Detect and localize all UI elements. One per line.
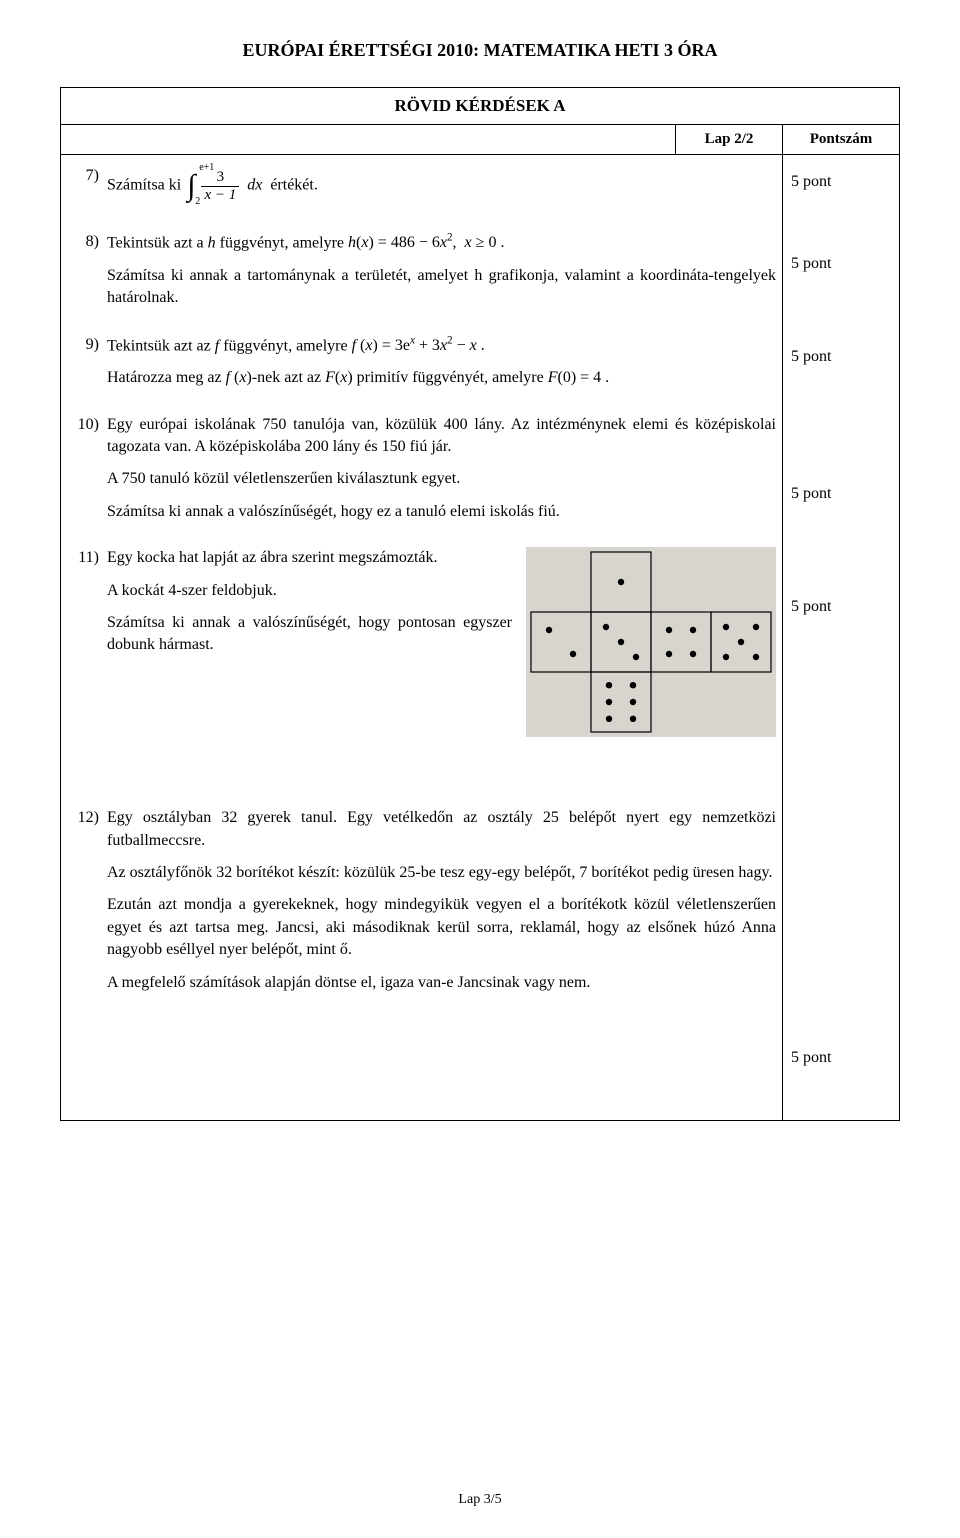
question-11-number: 11): [67, 547, 107, 569]
q12-line4: A megfelelő számítások alapján döntse el…: [107, 972, 776, 994]
question-9: 9) Tekintsük azt az f függvényt, amelyre…: [67, 334, 776, 400]
q11-points: 5 pont: [791, 596, 891, 618]
q9-l1d: f (x) = 3ex + 3x2 − x .: [352, 337, 485, 354]
question-11: 11) Egy kocka hat lapját az ábra szerint…: [67, 547, 776, 737]
section-title: RÖVID KÉRDÉSEK A: [61, 88, 900, 125]
question-10-number: 10): [67, 414, 107, 436]
page-footer: Lap 3/5: [0, 1492, 960, 1508]
question-9-number: 9): [67, 334, 107, 356]
q9-l2c: -nek azt az: [252, 369, 325, 386]
body-row-1: 7) Számítsa ki ∫ e+1 2 3 x − 1: [61, 155, 900, 762]
q9-l2a: Határozza meg az: [107, 369, 226, 386]
question-7: 7) Számítsa ki ∫ e+1 2 3 x − 1: [67, 165, 776, 217]
points-header: Pontszám: [783, 125, 900, 155]
q9-points: 5 pont: [791, 346, 891, 368]
question-7-number: 7): [67, 165, 107, 187]
page: EURÓPAI ÉRETTSÉGI 2010: MATEMATIKA HETI …: [0, 0, 960, 1538]
question-10-body: Egy európai iskolának 750 tanulója van, …: [107, 414, 776, 534]
question-12-number: 12): [67, 807, 107, 829]
integral-upper: e+1: [199, 161, 214, 175]
question-12: 12) Egy osztályban 32 gyerek tanul. Egy …: [67, 807, 776, 1004]
q10-line1: Egy európai iskolának 750 tanulója van, …: [107, 414, 776, 459]
section-title-row: RÖVID KÉRDÉSEK A: [61, 88, 900, 125]
q8-line2: Számítsa ki annak a tartománynak a terül…: [107, 265, 776, 310]
integral-lower: 2: [195, 195, 200, 209]
question-11-body: Egy kocka hat lapját az ábra szerint meg…: [107, 547, 776, 737]
fraction-den: x − 1: [201, 187, 239, 203]
q8-l1c: függvényt, amelyre: [216, 234, 348, 251]
info-spacer: [61, 125, 676, 155]
q9-l1c: függvényt, amelyre: [219, 337, 351, 354]
q10-line3: Számítsa ki annak a valószínűségét, hogy…: [107, 501, 776, 523]
q12-points: 5 pont: [791, 1047, 891, 1069]
q9-l2f: F(0) = 4 .: [548, 369, 609, 386]
q9-l2d: F(x): [325, 369, 353, 386]
question-8-body: Tekintsük azt a h függvényt, amelyre h(x…: [107, 231, 776, 320]
q12-line2: Az osztályfőnök 32 borítékot készít: köz…: [107, 862, 776, 884]
question-10: 10) Egy európai iskolának 750 tanulója v…: [67, 414, 776, 534]
q12-line3: Ezután azt mondja a gyerekeknek, hogy mi…: [107, 894, 776, 961]
q10-points: 5 pont: [791, 483, 891, 505]
q11-line2: A kockát 4-szer feldobjuk.: [107, 580, 512, 602]
page-ref: Lap 2/2: [676, 125, 783, 155]
body-row-2: 12) Egy osztályban 32 gyerek tanul. Egy …: [61, 797, 900, 1120]
q7-prefix: Számítsa ki: [107, 177, 185, 194]
question-9-body: Tekintsük azt az f függvényt, amelyre f …: [107, 334, 776, 400]
question-8-number: 8): [67, 231, 107, 253]
q9-l1a: Tekintsük azt az: [107, 337, 215, 354]
q7-suffix: dx értékét.: [243, 177, 318, 194]
q8-l1a: Tekintsük azt a: [107, 234, 208, 251]
points-cell-2: 5 pont: [783, 797, 900, 1120]
q10-line2: A 750 tanuló közül véletlenszerűen kivál…: [107, 468, 776, 490]
q8-l1d: h(x) = 486 − 6x2, x ≥ 0 .: [348, 234, 504, 251]
info-row: Lap 2/2 Pontszám: [61, 125, 900, 155]
content-cell-2: 12) Egy osztályban 32 gyerek tanul. Egy …: [61, 797, 783, 1120]
q12-line1: Egy osztályban 32 gyerek tanul. Egy veté…: [107, 807, 776, 852]
content-cell-1: 7) Számítsa ki ∫ e+1 2 3 x − 1: [61, 155, 783, 762]
question-7-body: Számítsa ki ∫ e+1 2 3 x − 1 dx értékét.: [107, 165, 776, 217]
q11-line1: Egy kocka hat lapját az ábra szerint meg…: [107, 547, 512, 569]
page-header: EURÓPAI ÉRETTSÉGI 2010: MATEMATIKA HETI …: [60, 40, 900, 61]
q8-points: 5 pont: [791, 253, 891, 275]
q9-l2b: f (x): [226, 369, 252, 386]
q7-points: 5 pont: [791, 171, 891, 193]
q9-l2e: primitív függvényét, amelyre: [357, 369, 548, 386]
separator-row: [61, 761, 900, 797]
question-12-body: Egy osztályban 32 gyerek tanul. Egy veté…: [107, 807, 776, 1004]
points-cell-1: 5 pont 5 pont 5 pont 5 pont 5 pont: [783, 155, 900, 762]
question-8: 8) Tekintsük azt a h függvényt, amelyre …: [67, 231, 776, 320]
question-table: RÖVID KÉRDÉSEK A Lap 2/2 Pontszám 7) Szá…: [60, 87, 900, 1121]
q11-line3: Számítsa ki annak a valószínűségét, hogy…: [107, 612, 512, 657]
integral-symbol: ∫ e+1 2: [187, 165, 195, 207]
q8-l1b: h: [208, 234, 216, 251]
dice-net-diagram: [526, 547, 776, 737]
